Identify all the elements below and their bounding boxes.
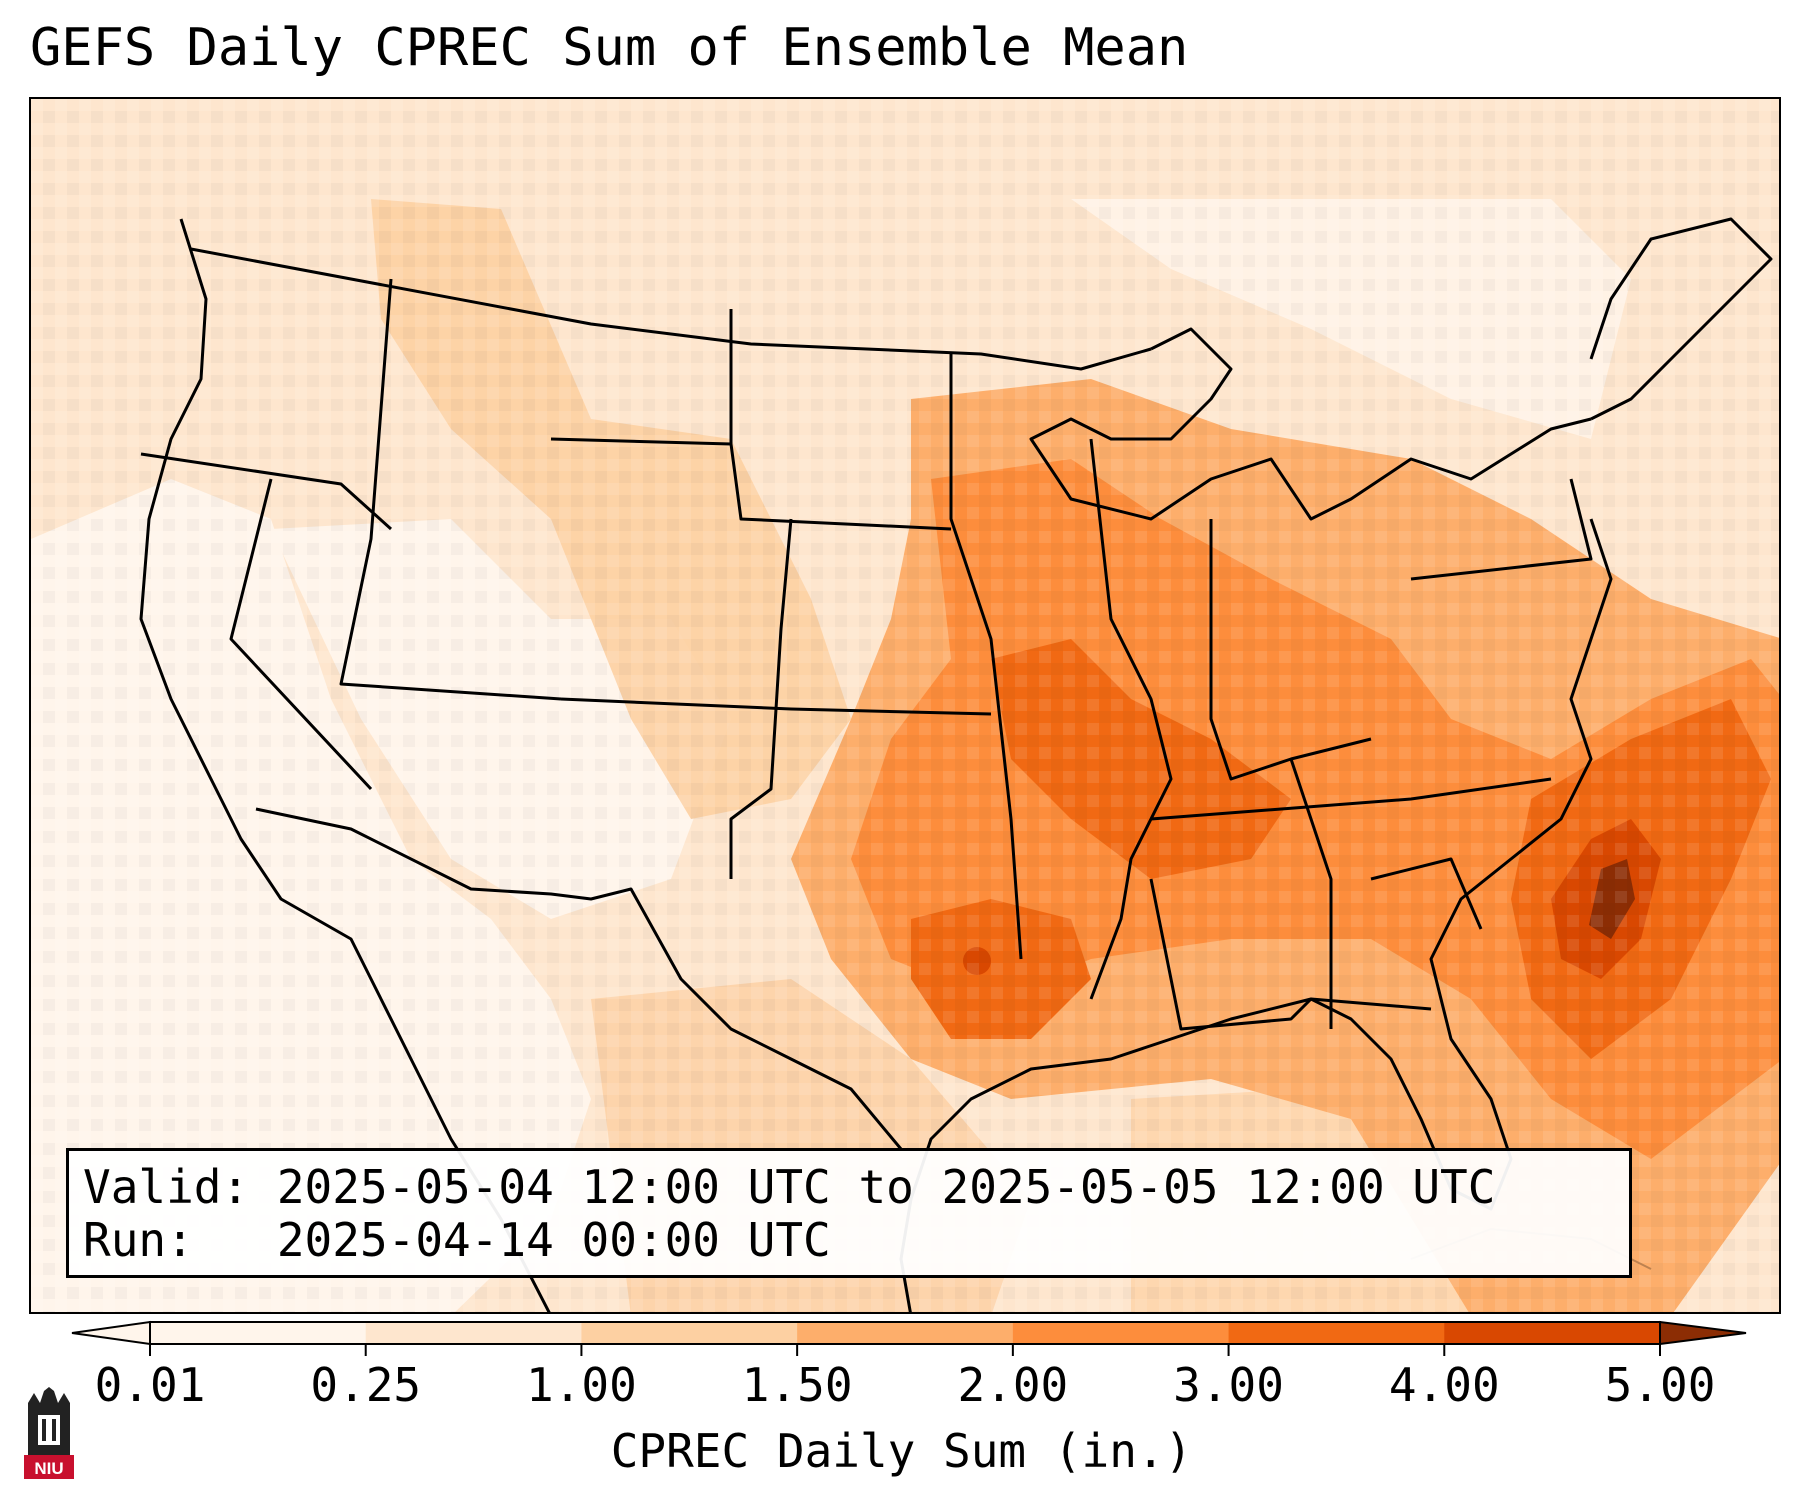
colorbar-segment (1228, 1322, 1445, 1344)
colorbar-tick-label: 0.25 (310, 1358, 422, 1412)
colorbar-segment (581, 1322, 798, 1344)
run-time-text: Run: 2025-04-14 00:00 UTC (83, 1213, 831, 1267)
colorbar-tick-label: 2.00 (957, 1358, 1069, 1412)
state-line-central-3 (729, 518, 793, 879)
state-line-ohio (1209, 519, 1372, 781)
colorbar-extend-high (1659, 1320, 1747, 1346)
state-line-west-2 (229, 478, 373, 791)
colorbar-segment (1444, 1322, 1661, 1344)
niu-logo: NIU (24, 1387, 74, 1479)
colorbar-tick-label: 0.01 (94, 1358, 206, 1412)
atlantic-coastline (1310, 518, 1613, 1211)
state-line-carolinas (1370, 857, 1483, 930)
state-line-north-tier (339, 278, 562, 701)
colorbar-label: CPREC Daily Sum (in.) (610, 1424, 1193, 1478)
state-line-plains (949, 354, 1023, 960)
great-lakes-region (1029, 327, 1592, 521)
colorbar-tick-label: 5.00 (1604, 1358, 1716, 1412)
colorbar-segment (150, 1322, 367, 1344)
state-line-southeast (1150, 777, 1552, 821)
colorbar-segment (365, 1322, 582, 1344)
grid-texture (31, 99, 1779, 1312)
map-frame (29, 97, 1781, 1314)
state-line-northeast (1410, 478, 1593, 581)
colorbar-segment (1012, 1322, 1230, 1344)
colorbar-extend-low (71, 1320, 151, 1346)
colorbar-segment (797, 1322, 1014, 1344)
state-line-central-1 (729, 443, 952, 531)
state-line-central-2 (560, 697, 992, 716)
colorbar-outline (149, 1321, 1661, 1345)
state-line-mississippi (1089, 438, 1173, 1000)
colorbar-tick-label: 4.00 (1388, 1358, 1500, 1412)
pacific-coastline (139, 218, 551, 1312)
northeast-coastline (1589, 217, 1773, 421)
mexico-border (255, 807, 903, 1150)
colorbar-tick-label: 3.00 (1173, 1358, 1284, 1412)
colorbar (71, 1320, 1747, 1356)
logo-windows (38, 1415, 60, 1445)
colorbar-tick-label: 1.50 (741, 1358, 853, 1412)
state-line-south (1149, 878, 1432, 1031)
valid-run-info-box: Valid: 2025-05-04 12:00 UTC to 2025-05-0… (66, 1148, 1632, 1278)
state-line-appalachia (1289, 758, 1333, 1029)
canada-border (190, 247, 1152, 371)
logo-band (24, 1455, 74, 1479)
precip-map (31, 99, 1779, 1312)
logo-text: NIU (34, 1459, 63, 1478)
page-title: GEFS Daily CPREC Sum of Ensemble Mean (30, 18, 1189, 78)
valid-time-text: Valid: 2025-05-04 12:00 UTC to 2025-05-0… (83, 1160, 1496, 1214)
colorbar-tick-label: 1.00 (526, 1358, 637, 1412)
map-boundaries (139, 217, 1773, 1312)
